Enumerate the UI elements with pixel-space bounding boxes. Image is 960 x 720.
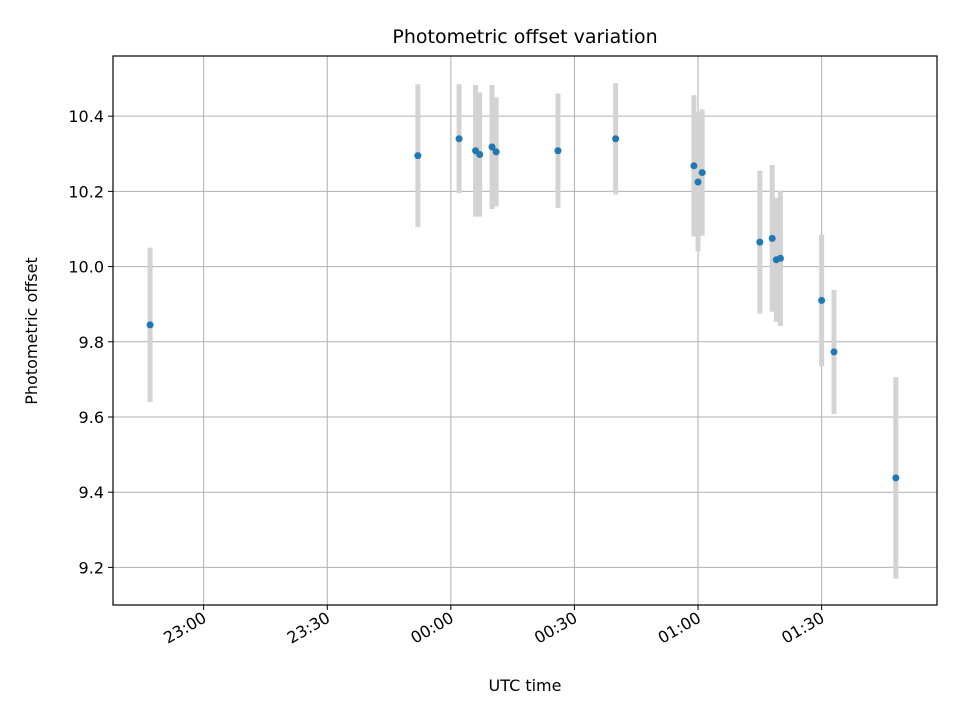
data-point bbox=[830, 348, 838, 356]
data-point bbox=[476, 151, 484, 159]
data-point bbox=[554, 147, 562, 155]
data-point bbox=[612, 135, 620, 143]
data-point bbox=[414, 152, 422, 160]
y-tick-label: 10.0 bbox=[68, 258, 104, 277]
x-axis-label: UTC time bbox=[489, 676, 562, 695]
plot-frame bbox=[112, 55, 938, 606]
data-point bbox=[146, 321, 154, 329]
y-tick-label: 10.2 bbox=[68, 182, 104, 201]
data-point bbox=[756, 238, 764, 246]
data-point bbox=[690, 162, 698, 170]
y-axis-label: Photometric offset bbox=[22, 257, 41, 405]
data-point bbox=[818, 296, 826, 304]
y-tick-label: 9.2 bbox=[79, 558, 104, 577]
data-point bbox=[776, 254, 784, 262]
data-point bbox=[492, 148, 500, 156]
y-tick-label: 9.4 bbox=[79, 483, 104, 502]
data-points bbox=[146, 135, 900, 482]
data-point bbox=[768, 234, 776, 242]
y-tick-label: 9.6 bbox=[79, 408, 104, 427]
data-point bbox=[488, 143, 496, 151]
data-point bbox=[892, 474, 900, 482]
data-point bbox=[698, 169, 706, 177]
y-tick-label: 10.4 bbox=[68, 107, 104, 126]
data-point bbox=[455, 135, 463, 143]
y-axis: 9.2 9.4 9.6 9.8 10.0 10.2 10.4 bbox=[68, 107, 113, 577]
data-point bbox=[694, 178, 702, 186]
chart-title: Photometric offset variation bbox=[392, 26, 657, 48]
y-tick-label: 9.8 bbox=[79, 333, 104, 352]
grid bbox=[113, 56, 937, 605]
